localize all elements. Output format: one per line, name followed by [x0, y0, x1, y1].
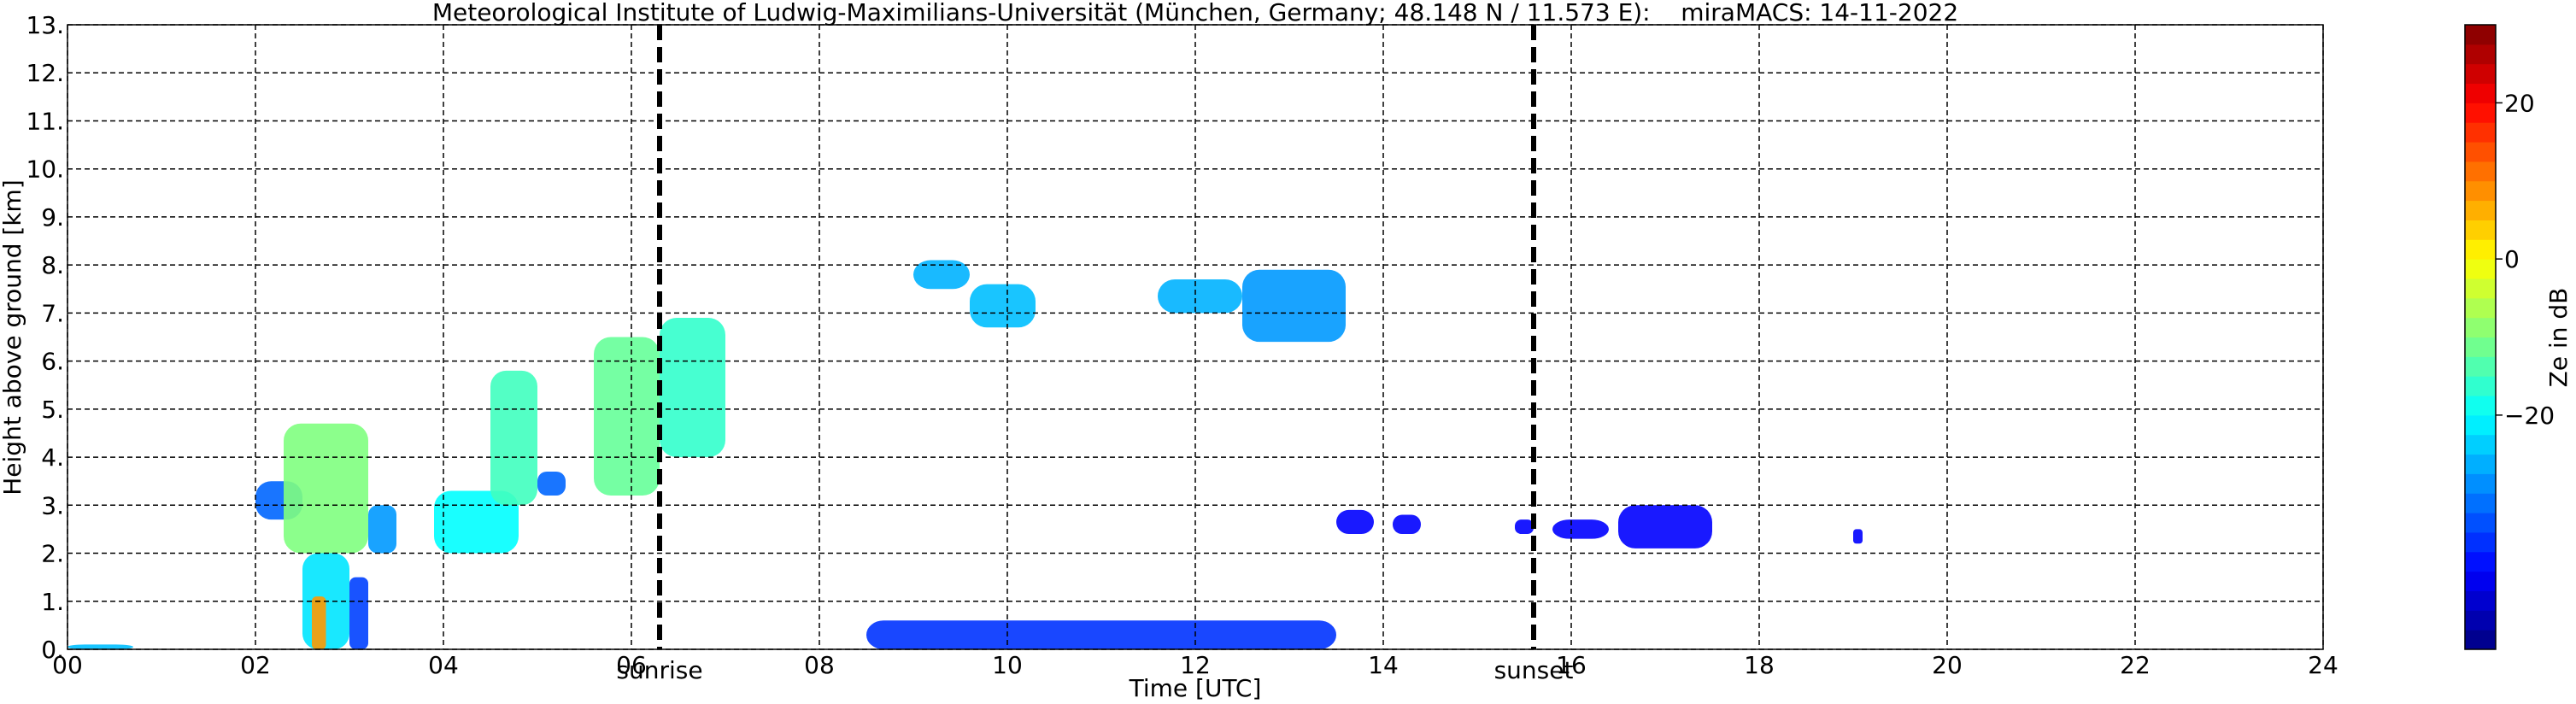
- colorbar-segment: [2465, 630, 2496, 650]
- radar-echo: [1515, 519, 1534, 535]
- colorbar-tick-label: 20: [2504, 89, 2535, 117]
- x-tick-label: 22: [2120, 651, 2151, 679]
- y-axis-label: Height above ground [km]: [0, 179, 26, 496]
- plot-frame: [67, 24, 2324, 650]
- chart-title: Meteorological Institute of Ludwig-Maxim…: [432, 0, 1958, 26]
- radar-echo: [1853, 529, 1863, 544]
- colorbar-segment: [2465, 493, 2496, 513]
- radar-echo: [1158, 279, 1242, 314]
- colorbar-segment: [2465, 278, 2496, 299]
- y-tick-label: 8.: [41, 251, 64, 279]
- colorbar-segment: [2465, 376, 2496, 396]
- radar-echo: [970, 284, 1036, 328]
- y-tick-label: 3.: [41, 491, 64, 519]
- radar-echo: [1242, 269, 1346, 343]
- radar-echo: [368, 505, 396, 554]
- radar-echo: [349, 577, 368, 649]
- colorbar-segment: [2465, 297, 2496, 319]
- y-tick-label: 13.: [26, 11, 64, 39]
- radar-echo: [1393, 514, 1421, 535]
- colorbar-segment: [2465, 239, 2496, 260]
- colorbar-segment: [2465, 200, 2496, 220]
- colorbar-segment: [2465, 434, 2496, 455]
- colorbar-tick-label: 0: [2504, 245, 2520, 273]
- colorbar-segment: [2465, 414, 2496, 436]
- y-tick-label: 12.: [26, 59, 64, 87]
- colorbar-segment: [2465, 180, 2496, 202]
- colorbar-segment: [2465, 513, 2496, 533]
- colorbar-segment: [2465, 551, 2496, 572]
- colorbar-segment: [2465, 610, 2496, 631]
- colorbar-segment: [2465, 44, 2496, 65]
- y-tick-label: 10.: [26, 155, 64, 184]
- radar-echo: [594, 337, 660, 496]
- colorbar-tick-label: −20: [2504, 402, 2555, 430]
- y-tick-label: 9.: [41, 203, 64, 232]
- x-tick-label: 08: [804, 651, 835, 679]
- y-tick-label: 1.: [41, 588, 64, 616]
- sun-label: sunset: [1494, 656, 1574, 684]
- colorbar-segment: [2465, 317, 2496, 337]
- y-tick-label: 0.: [41, 636, 64, 664]
- x-tick-label: 24: [2308, 651, 2338, 679]
- x-tick-label: 02: [240, 651, 271, 679]
- radar-echo: [1552, 519, 1609, 539]
- radar-echo: [1336, 509, 1374, 535]
- colorbar-segment: [2465, 142, 2496, 162]
- radar-echo: [490, 370, 537, 506]
- radar-echo: [312, 596, 326, 649]
- colorbar-segment: [2465, 454, 2496, 474]
- radar-echo: [660, 318, 725, 458]
- colorbar-segment: [2465, 571, 2496, 591]
- radar-echo: [434, 490, 519, 554]
- radar-echo: [284, 423, 368, 554]
- x-tick-label: 12: [1180, 651, 1211, 679]
- colorbar-segment: [2465, 220, 2496, 240]
- colorbar-segment: [2465, 259, 2496, 279]
- colorbar-segment: [2465, 337, 2496, 357]
- y-tick-label: 7.: [41, 299, 64, 327]
- x-tick-label: 06: [616, 651, 647, 679]
- colorbar-segment: [2465, 396, 2496, 416]
- x-tick-label: 14: [1368, 651, 1399, 679]
- radar-echo: [537, 471, 566, 496]
- radar-echo: [1618, 505, 1712, 549]
- colorbar-segment: [2465, 122, 2496, 143]
- radar-echo: [913, 260, 970, 290]
- x-tick-label: 16: [1556, 651, 1587, 679]
- x-tick-label: 10: [992, 651, 1023, 679]
- radar-echo: [866, 620, 1336, 649]
- colorbar-segment: [2465, 103, 2496, 123]
- colorbar-segment: [2465, 161, 2496, 182]
- x-tick-label: 00: [52, 651, 83, 679]
- sun-label: sunrise: [616, 656, 702, 684]
- radar-echo: [67, 644, 133, 649]
- colorbar-frame: [2464, 24, 2497, 650]
- x-axis-label: Time [UTC]: [1129, 674, 1262, 702]
- colorbar-segment: [2465, 531, 2496, 553]
- colorbar-segment: [2465, 83, 2496, 103]
- x-tick-label: 18: [1744, 651, 1775, 679]
- colorbar-segment: [2465, 356, 2496, 377]
- y-tick-label: 5.: [41, 396, 64, 424]
- colorbar-segment: [2465, 25, 2496, 45]
- y-tick-label: 4.: [41, 443, 64, 472]
- y-tick-label: 6.: [41, 348, 64, 376]
- x-tick-label: 20: [1932, 651, 1963, 679]
- colorbar-segment: [2465, 590, 2496, 611]
- colorbar-segment: [2465, 473, 2496, 494]
- colorbar-label: Ze in dB: [2544, 288, 2573, 388]
- colorbar-segment: [2465, 63, 2496, 85]
- y-tick-label: 11.: [26, 107, 64, 135]
- y-tick-label: 2.: [41, 540, 64, 568]
- x-tick-label: 04: [428, 651, 459, 679]
